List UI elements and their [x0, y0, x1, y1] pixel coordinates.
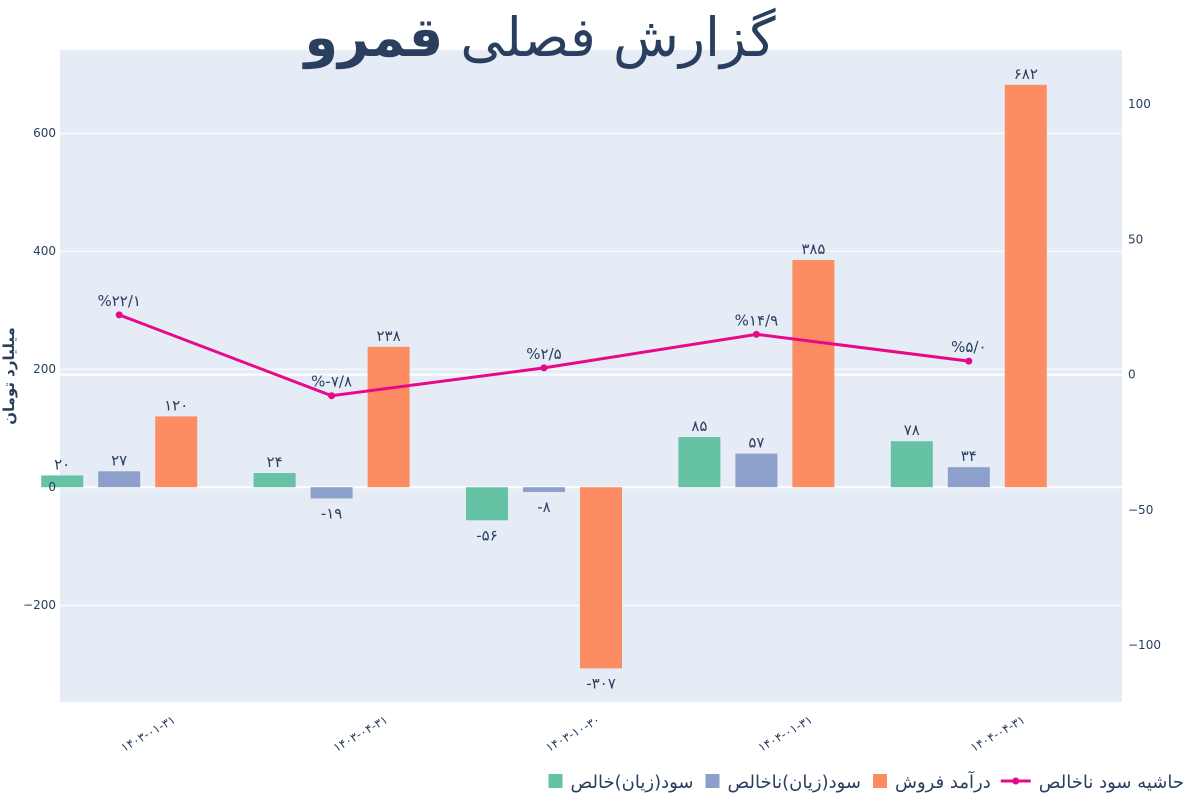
- legend-label: درآمد فروش: [895, 770, 991, 793]
- bar-data-label: ۲۷: [111, 451, 127, 469]
- line-data-label: %۱۴/۹: [735, 311, 778, 329]
- line-point[interactable]: [752, 330, 760, 338]
- y2-tick-label: 100: [1128, 97, 1151, 111]
- bar[interactable]: [1004, 84, 1047, 488]
- bar-data-label: -۸: [537, 498, 550, 516]
- line-data-label: %۵/۰: [951, 338, 986, 356]
- legend-swatch-icon: [548, 774, 563, 788]
- bar[interactable]: [890, 441, 933, 488]
- y-tick-label: 200: [33, 362, 56, 376]
- y-tick-label: 600: [33, 126, 56, 140]
- y-tick-label: 0: [48, 480, 56, 494]
- bar-data-label: -۵۶: [476, 526, 498, 544]
- bar-data-label: ۶۸۲: [1014, 65, 1038, 83]
- legend: حاشیه سود ناخالص درآمد فروش سود(زیان)ناخال…: [548, 770, 1184, 793]
- bar[interactable]: [310, 487, 353, 499]
- bar-data-label: ۵۷: [748, 434, 764, 452]
- legend-label: سود(زیان)خالص: [571, 772, 694, 793]
- y2-tick-label: 50: [1128, 232, 1143, 246]
- bar[interactable]: [466, 487, 508, 521]
- bar[interactable]: [367, 346, 410, 488]
- bar-data-label: ۸۵: [691, 417, 707, 435]
- bar-data-label: ۲۳۸: [377, 327, 401, 345]
- y-tick-label: −200: [23, 598, 56, 612]
- bar-data-label: -۱۹: [321, 504, 343, 522]
- bar-data-label: ۱۲۰: [164, 396, 188, 414]
- bar[interactable]: [41, 475, 84, 488]
- legend-swatch-icon: [705, 774, 720, 788]
- bar-data-label: ۲۴: [267, 453, 283, 471]
- x-tick-label: ۱۴۰۴-۰۱-۳۱: [756, 712, 815, 754]
- bar[interactable]: [947, 467, 990, 488]
- y2-tick-label: 0: [1128, 368, 1136, 382]
- bar-data-label: -۳۰۷: [586, 674, 616, 692]
- line-point[interactable]: [540, 364, 548, 372]
- bar[interactable]: [253, 473, 296, 488]
- title-main: گزارش فصلی: [460, 6, 775, 69]
- bar[interactable]: [98, 471, 141, 488]
- bar[interactable]: [523, 487, 565, 492]
- x-tick-label: ۱۴۰۴-۰۴-۳۱: [968, 712, 1027, 754]
- line-point[interactable]: [965, 357, 973, 365]
- line-data-label: %-۷/۸: [311, 373, 352, 391]
- bar-data-label: ۳۸۵: [801, 240, 825, 258]
- line-point[interactable]: [115, 311, 123, 319]
- y-tick-label: 400: [33, 244, 56, 258]
- bar[interactable]: [155, 416, 198, 488]
- legend-label: حاشیه سود ناخالص: [1039, 772, 1184, 793]
- legend-marker-icon: [1012, 777, 1020, 785]
- y-axis-title: میلیارد تومان: [0, 327, 18, 425]
- legend-swatch-icon: [873, 774, 887, 788]
- x-tick-label: ۱۴۰۳-۰۴-۳۱: [331, 712, 390, 754]
- x-tick-label: ۱۴۰۳-۱۰-۳۰: [543, 712, 602, 754]
- line-data-label: %۲۲/۱: [97, 292, 140, 310]
- y2-tick-label: −100: [1128, 638, 1161, 652]
- bar-data-label: ۷۸: [904, 421, 920, 439]
- line-data-label: %۲/۵: [526, 345, 561, 363]
- chart-title: گزارش فصلی قمرو: [301, 6, 775, 69]
- title-bold: قمرو: [301, 6, 443, 69]
- bar[interactable]: [735, 453, 778, 488]
- bar[interactable]: [580, 487, 622, 669]
- bar-data-label: ۲۰: [54, 455, 70, 473]
- bar[interactable]: [792, 260, 835, 488]
- y2-tick-label: −50: [1128, 503, 1153, 517]
- bar-data-label: ۳۴: [961, 447, 977, 465]
- bar[interactable]: [678, 437, 721, 488]
- legend-label: سود(زیان)ناخالص: [728, 772, 862, 793]
- line-point[interactable]: [328, 392, 336, 400]
- x-tick-label: ۱۴۰۳-۰۱-۳۱: [119, 712, 178, 754]
